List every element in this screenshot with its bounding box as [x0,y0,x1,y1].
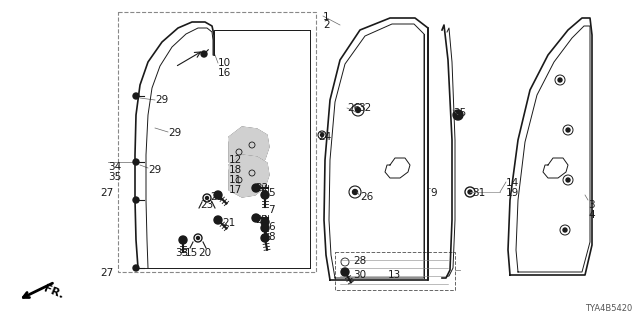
Text: 10: 10 [218,58,231,68]
Text: 26: 26 [347,103,360,113]
Text: 19: 19 [506,188,519,198]
Circle shape [201,51,207,57]
Circle shape [196,236,200,239]
Text: 12: 12 [229,155,243,165]
Circle shape [558,78,562,82]
Text: 15: 15 [185,248,198,258]
Circle shape [261,224,269,232]
Text: 21: 21 [210,192,223,202]
Circle shape [453,110,463,120]
Text: 11: 11 [229,175,243,185]
Text: 29: 29 [148,165,161,175]
Circle shape [252,184,260,192]
Circle shape [214,216,222,224]
Text: 22: 22 [255,183,268,193]
Text: 1: 1 [323,12,330,22]
Circle shape [133,159,139,165]
Text: 34: 34 [108,162,121,172]
Text: 31: 31 [472,188,485,198]
Circle shape [133,197,139,203]
Circle shape [133,265,139,271]
Text: 17: 17 [229,185,243,195]
Polygon shape [229,127,269,169]
Text: 33: 33 [175,248,188,258]
Text: 5: 5 [268,188,275,198]
Text: 35: 35 [108,172,121,182]
Text: 25: 25 [453,108,467,118]
Text: 27: 27 [100,188,113,198]
Text: 21: 21 [222,218,236,228]
Circle shape [261,191,269,199]
Text: 27: 27 [100,268,113,278]
Circle shape [341,268,349,276]
Circle shape [321,133,323,137]
Circle shape [261,234,269,242]
Text: 32: 32 [358,103,371,113]
Circle shape [214,191,222,199]
Text: 30: 30 [353,270,366,280]
Text: 28: 28 [353,256,366,266]
Circle shape [205,196,209,199]
Text: 23: 23 [200,200,213,210]
Text: TYA4B5420: TYA4B5420 [585,304,632,313]
Circle shape [353,189,358,195]
Polygon shape [229,155,269,197]
Text: 13: 13 [388,270,401,280]
Text: 8: 8 [268,232,275,242]
Text: 16: 16 [218,68,231,78]
Text: 14: 14 [506,178,519,188]
Text: 24: 24 [318,132,332,142]
Circle shape [133,93,139,99]
Text: 2: 2 [323,20,330,30]
Text: 29: 29 [155,95,168,105]
Circle shape [179,236,187,244]
Circle shape [355,108,360,113]
Bar [118,12,316,272]
Text: 22: 22 [255,215,268,225]
Text: 7: 7 [268,205,275,215]
Circle shape [252,214,260,222]
Text: 6: 6 [268,222,275,232]
Text: 4: 4 [588,210,595,220]
Circle shape [566,178,570,182]
Bar [335,252,455,290]
Text: 20: 20 [198,248,211,258]
Text: 26: 26 [360,192,373,202]
Text: 3: 3 [588,200,595,210]
Circle shape [261,218,269,226]
Circle shape [468,190,472,194]
Circle shape [566,128,570,132]
Text: 18: 18 [229,165,243,175]
Text: 9: 9 [430,188,436,198]
Text: FR.: FR. [42,284,65,300]
Text: 29: 29 [168,128,181,138]
Circle shape [563,228,567,232]
